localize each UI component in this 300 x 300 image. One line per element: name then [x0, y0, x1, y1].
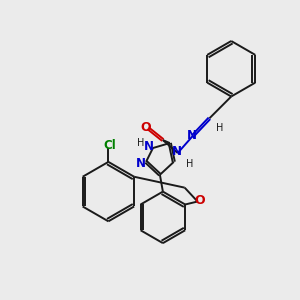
Text: O: O: [141, 121, 151, 134]
Text: Cl: Cl: [103, 139, 116, 152]
Text: H: H: [216, 123, 223, 133]
Text: N: N: [144, 140, 154, 152]
Text: O: O: [194, 194, 205, 207]
Text: H: H: [137, 138, 145, 148]
Text: N: N: [136, 158, 146, 170]
Text: N: N: [172, 146, 182, 158]
Text: N: N: [187, 129, 196, 142]
Text: H: H: [186, 159, 193, 169]
